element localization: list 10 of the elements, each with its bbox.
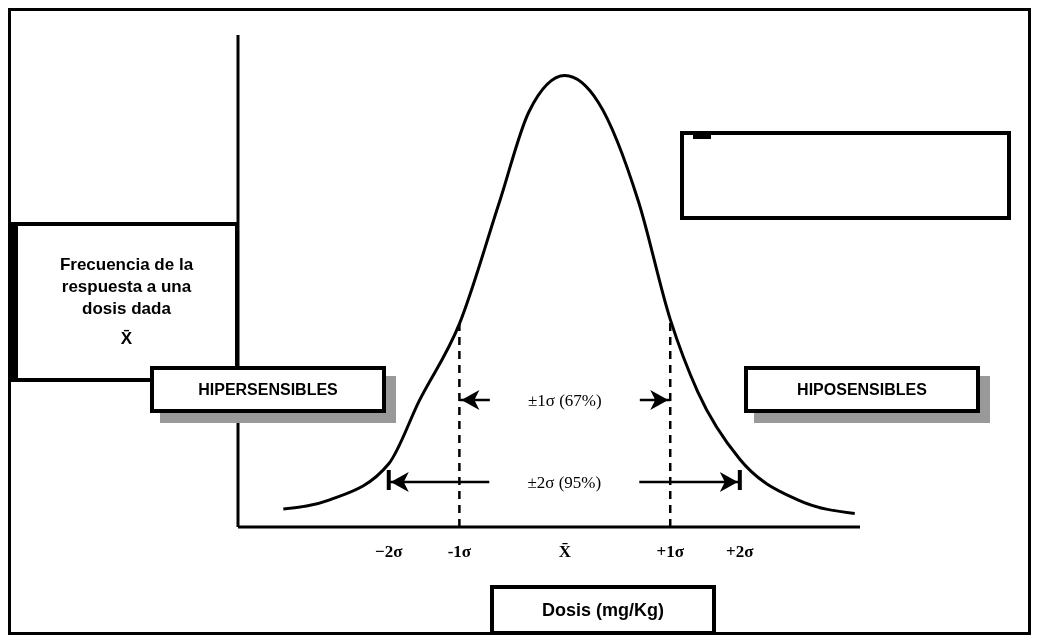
x-tick-label: +1σ	[656, 542, 685, 561]
y-axis-title: Frecuencia de la respuesta a una dosis dada	[58, 254, 195, 320]
x-tick-label: X̄	[558, 542, 572, 561]
annotation: ±1σ (67%)	[527, 391, 602, 410]
annotation: ±2σ (95%)	[527, 473, 602, 492]
x-tick-label: +2σ	[726, 542, 755, 561]
x-axis-title: Dosis (mg/Kg)	[490, 585, 716, 635]
x-tick-label: −2σ	[375, 542, 404, 561]
x-tick-label: -1σ	[447, 542, 472, 561]
text: X̄	[120, 328, 133, 350]
